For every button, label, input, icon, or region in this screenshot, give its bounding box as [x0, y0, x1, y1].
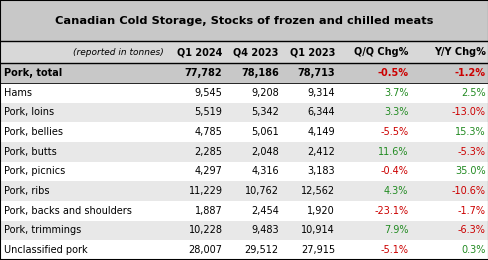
Text: 2,285: 2,285: [194, 147, 222, 157]
Text: -0.4%: -0.4%: [380, 166, 407, 177]
Text: 4,785: 4,785: [194, 127, 222, 137]
Text: 7.9%: 7.9%: [383, 225, 407, 236]
Text: 2,048: 2,048: [250, 147, 278, 157]
Text: 0.3%: 0.3%: [460, 245, 485, 255]
Text: 4,316: 4,316: [251, 166, 278, 177]
Text: -1.7%: -1.7%: [457, 206, 485, 216]
Bar: [0, 63, 488, 83]
Text: 11,229: 11,229: [188, 186, 222, 196]
Bar: [0, 122, 488, 142]
Text: 1,887: 1,887: [194, 206, 222, 216]
Text: Y/Y Chg%: Y/Y Chg%: [433, 47, 485, 57]
Text: -23.1%: -23.1%: [373, 206, 407, 216]
Bar: [0, 142, 488, 161]
Text: 4,297: 4,297: [194, 166, 222, 177]
Text: 6,344: 6,344: [307, 107, 334, 117]
Text: Pork, ribs: Pork, ribs: [4, 186, 49, 196]
Text: -5.1%: -5.1%: [380, 245, 407, 255]
Bar: [0, 221, 488, 240]
Text: Canadian Cold Storage, Stocks of frozen and chilled meats: Canadian Cold Storage, Stocks of frozen …: [55, 16, 433, 25]
Bar: [0, 201, 488, 221]
Text: 3.7%: 3.7%: [383, 88, 407, 98]
Text: 9,314: 9,314: [307, 88, 334, 98]
Text: 2,412: 2,412: [306, 147, 334, 157]
Bar: [0, 181, 488, 201]
Text: 2.5%: 2.5%: [460, 88, 485, 98]
Text: 9,545: 9,545: [194, 88, 222, 98]
Text: Pork, loins: Pork, loins: [4, 107, 54, 117]
Text: -1.2%: -1.2%: [454, 68, 485, 78]
Text: Q1 2023: Q1 2023: [289, 47, 334, 57]
Text: 35.0%: 35.0%: [454, 166, 485, 177]
Text: Pork, total: Pork, total: [4, 68, 62, 78]
Text: 2,454: 2,454: [250, 206, 278, 216]
Text: Q1 2024: Q1 2024: [177, 47, 222, 57]
Text: 78,186: 78,186: [241, 68, 278, 78]
Text: 3,183: 3,183: [307, 166, 334, 177]
Text: Pork, bellies: Pork, bellies: [4, 127, 63, 137]
Text: Pork, backs and shoulders: Pork, backs and shoulders: [4, 206, 132, 216]
Text: Pork, picnics: Pork, picnics: [4, 166, 65, 177]
Text: -0.5%: -0.5%: [377, 68, 407, 78]
Text: 10,914: 10,914: [301, 225, 334, 236]
Bar: [0, 41, 488, 63]
Bar: [0, 83, 488, 102]
Text: Pork, trimmings: Pork, trimmings: [4, 225, 81, 236]
Text: 1,920: 1,920: [306, 206, 334, 216]
Text: 9,208: 9,208: [250, 88, 278, 98]
Text: Pork, butts: Pork, butts: [4, 147, 57, 157]
Text: 9,483: 9,483: [251, 225, 278, 236]
Text: 78,713: 78,713: [297, 68, 334, 78]
Text: Hams: Hams: [4, 88, 32, 98]
Text: 10,228: 10,228: [188, 225, 222, 236]
Text: 12,562: 12,562: [300, 186, 334, 196]
Bar: [0, 0, 488, 41]
Text: -5.3%: -5.3%: [457, 147, 485, 157]
Text: 4,149: 4,149: [307, 127, 334, 137]
Text: -10.6%: -10.6%: [450, 186, 485, 196]
Text: (reported in tonnes): (reported in tonnes): [73, 48, 163, 57]
Text: 77,782: 77,782: [184, 68, 222, 78]
Text: -5.5%: -5.5%: [379, 127, 407, 137]
Text: 11.6%: 11.6%: [377, 147, 407, 157]
Text: 28,007: 28,007: [188, 245, 222, 255]
Text: Unclassified pork: Unclassified pork: [4, 245, 87, 255]
Bar: [0, 161, 488, 181]
Text: 15.3%: 15.3%: [454, 127, 485, 137]
Bar: [0, 102, 488, 122]
Text: 27,915: 27,915: [300, 245, 334, 255]
Text: 4.3%: 4.3%: [383, 186, 407, 196]
Text: 5,342: 5,342: [250, 107, 278, 117]
Text: 29,512: 29,512: [244, 245, 278, 255]
Bar: [0, 240, 488, 260]
Text: 3.3%: 3.3%: [383, 107, 407, 117]
Text: 10,762: 10,762: [244, 186, 278, 196]
Text: -6.3%: -6.3%: [457, 225, 485, 236]
Text: -13.0%: -13.0%: [450, 107, 485, 117]
Text: Q4 2023: Q4 2023: [233, 47, 278, 57]
Text: 5,519: 5,519: [194, 107, 222, 117]
Text: Q/Q Chg%: Q/Q Chg%: [353, 47, 407, 57]
Text: 5,061: 5,061: [250, 127, 278, 137]
